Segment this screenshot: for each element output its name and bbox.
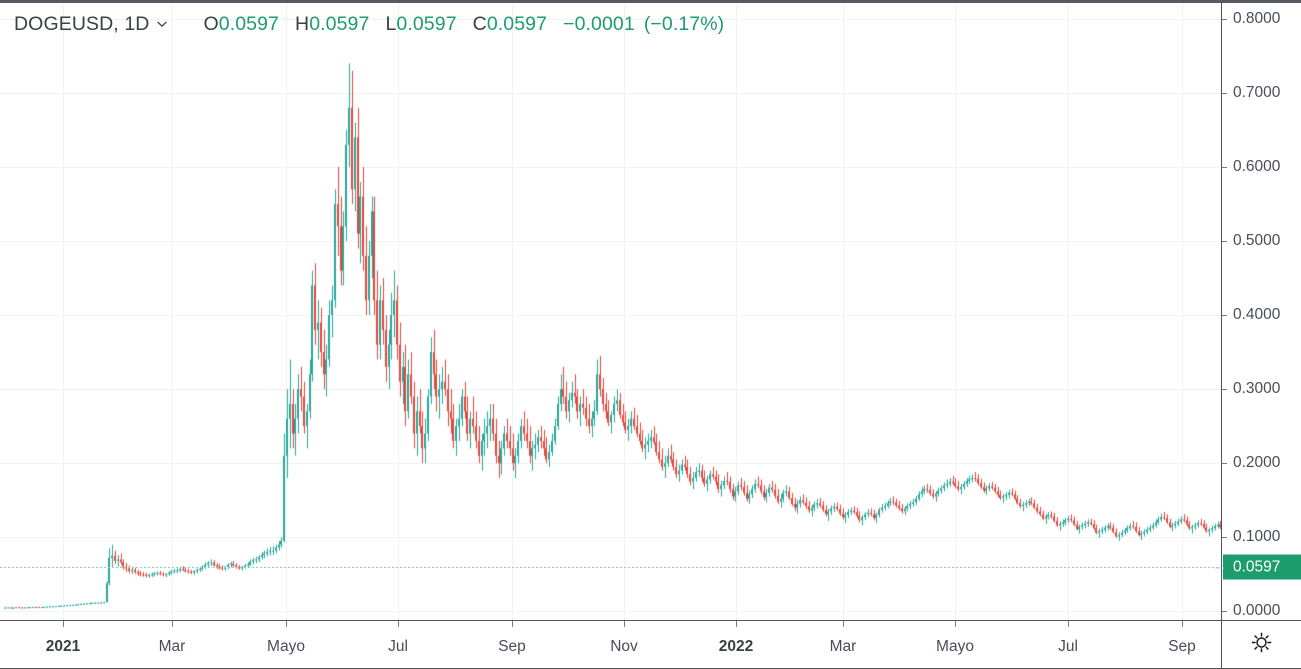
time-tick [955,621,956,627]
price-tick [1222,167,1227,168]
current-price-badge: 0.0597 [1215,554,1301,580]
time-tick-label: 2021 [45,638,81,655]
time-tick-label: Nov [610,638,638,655]
time-tick [63,621,64,627]
price-tick [1222,93,1227,94]
ohlc-close: C0.0597 [473,13,547,36]
time-tick [286,621,287,627]
price-tick-label: 0.1000 [1233,528,1281,545]
time-tick-label: Mayo [267,638,305,655]
price-tick [1222,315,1227,316]
gear-icon [1251,632,1272,658]
symbol-selector[interactable]: DOGEUSD, 1D [14,12,168,36]
current-price-value: 0.0597 [1233,558,1281,575]
price-tick [1222,241,1227,242]
price-tick-label: 0.6000 [1233,158,1281,175]
ohlc-low-value: 0.0597 [396,12,457,35]
time-tick [624,621,625,627]
price-tick-label: 0.2000 [1233,454,1281,471]
ohlc-values: O0.0597 H0.0597 L0.0597 C0.0597 −0.0001 … [203,13,724,36]
time-tick [843,621,844,627]
price-tick [1222,19,1227,20]
ohlc-high: H0.0597 [295,13,369,36]
symbol-title: DOGEUSD, 1D [14,12,150,35]
ohlc-open-label: O [203,12,219,35]
time-tick-label: Sep [1168,638,1196,655]
current-price-line [0,567,1221,568]
price-tick-label: 0.8000 [1233,10,1281,27]
chart-legend: DOGEUSD, 1D O0.0597 H0.0597 L0.0597 C0.0… [14,9,724,39]
price-tick [1222,611,1227,612]
price-tick [1222,389,1227,390]
ohlc-open: O0.0597 [203,13,279,36]
ohlc-high-value: 0.0597 [309,12,370,35]
time-tick [172,621,173,627]
change-absolute: −0.0001 [563,12,635,35]
time-tick-label: Mayo [936,638,974,655]
ohlc-low-label: L [385,12,397,35]
ohlc-close-label: C [472,12,487,35]
time-tick-label: 2022 [718,638,754,655]
ohlc-close-value: 0.0597 [486,12,548,35]
ohlc-high-label: H [295,12,310,35]
time-tick-label: Mar [158,638,186,655]
time-tick [512,621,513,627]
chart-settings-button[interactable] [1221,620,1301,669]
time-tick-label: Sep [498,638,526,655]
time-tick-label: Mar [829,638,857,655]
price-tick-label: 0.5000 [1233,232,1281,249]
change-percent: (−0.17%) [643,12,725,35]
time-tick [736,621,737,627]
ohlc-low: L0.0597 [385,13,456,36]
chevron-down-icon[interactable] [156,18,168,29]
price-tick-label: 0.3000 [1233,380,1281,397]
time-scale[interactable]: 2021 Mar Mayo Jul Sep Nov 2022 Mar Mayo Jul Sep [0,620,1221,669]
price-tick-label: 0.0000 [1233,602,1281,619]
price-badge-tick [1215,567,1224,568]
price-tick [1222,537,1227,538]
time-tick-label: Jul [1058,638,1078,655]
time-tick [1068,621,1069,627]
chart-plot-area[interactable] [0,3,1221,620]
price-tick [1222,463,1227,464]
price-scale[interactable]: 0.0597 0.8000 0.7000 0.6000 0.5000 0.4000 0.3… [1215,3,1301,620]
price-tick-label: 0.4000 [1233,306,1281,323]
ohlc-open-value: 0.0597 [218,12,279,35]
candlestick-series[interactable] [0,3,1221,620]
time-tick [1182,621,1183,627]
price-tick-label: 0.7000 [1233,84,1281,101]
time-tick [398,621,399,627]
time-tick-label: Jul [388,638,408,655]
